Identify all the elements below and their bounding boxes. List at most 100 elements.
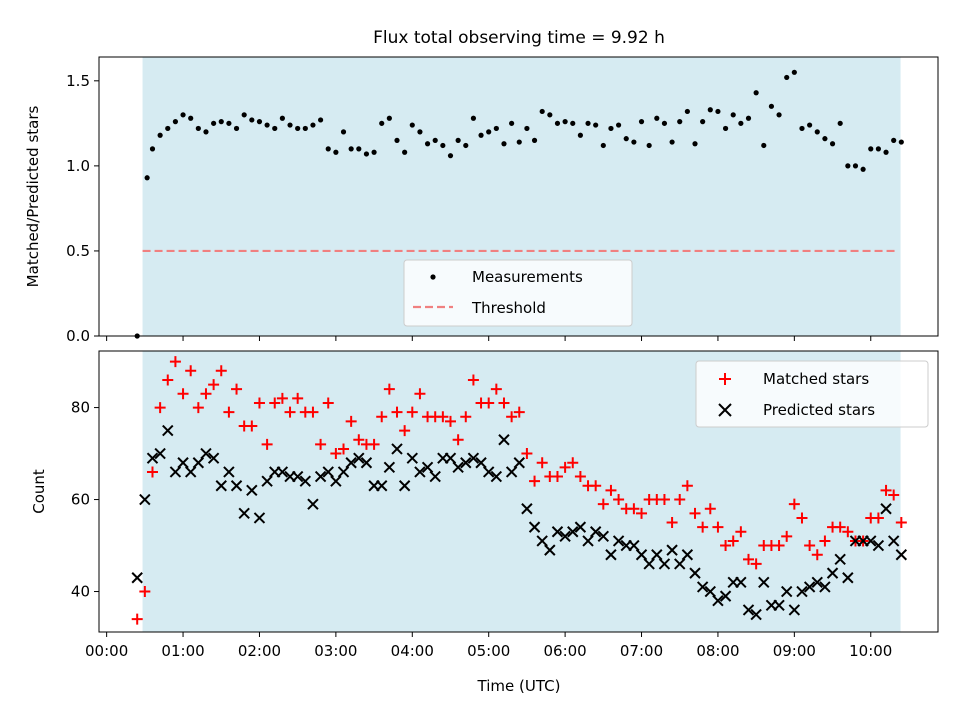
predicted-star-point [780, 585, 793, 598]
measurement-point [875, 146, 881, 152]
matched-star-point [368, 438, 380, 450]
matched-star-point [146, 466, 158, 478]
matched-star-point [551, 471, 563, 483]
measurement-point [180, 112, 186, 118]
matched-star-point [842, 526, 854, 538]
matched-star-point [406, 406, 418, 418]
measurement-point [424, 141, 431, 147]
x-axis-label: Time (UTC) [477, 677, 561, 695]
measurement-point [272, 125, 278, 132]
matched-star-point [750, 558, 762, 570]
matched-star-point [819, 535, 831, 547]
matched-star-point [467, 374, 479, 386]
measurement-point [646, 142, 652, 149]
measurement-point [524, 125, 530, 132]
predicted-star-point [788, 604, 801, 616]
x-tick-label: 07:00 [620, 642, 663, 660]
bottom-y-tick-label: 80 [71, 399, 90, 417]
predicted-star-point [819, 581, 831, 593]
legend-measurements-marker [430, 274, 436, 280]
matched-star-point [414, 388, 426, 400]
matched-star-point [720, 540, 732, 552]
predicted-star-point [658, 558, 671, 570]
predicted-star-point [696, 581, 709, 593]
predicted-star-point [742, 604, 755, 616]
matched-star-point [773, 540, 785, 552]
predicted-star-point [207, 452, 220, 464]
measurement-point [776, 112, 782, 118]
matched-star-point [636, 507, 648, 519]
top-y-axis-label: Matched/Predicted stars [24, 106, 42, 288]
measurement-point [745, 115, 752, 121]
predicted-star-point [865, 535, 877, 547]
measurement-point [669, 139, 675, 145]
predicted-star-point [803, 581, 816, 593]
measurement-point [264, 122, 270, 128]
predicted-star-point [589, 526, 602, 538]
matched-star-point [292, 392, 304, 404]
measurement-point [600, 142, 606, 149]
predicted-star-point [567, 526, 579, 538]
predicted-star-point [360, 457, 373, 469]
measurement-point [340, 129, 347, 135]
measurement-point [287, 122, 293, 128]
measurement-point [868, 146, 874, 152]
measurement-point [807, 122, 813, 128]
matched-stars-points [131, 356, 907, 625]
predicted-star-point [276, 466, 289, 478]
measurement-point [692, 141, 698, 147]
predicted-stars-points [131, 424, 908, 621]
measurement-point [638, 119, 645, 125]
predicted-star-point [544, 544, 556, 556]
predicted-star-point [452, 461, 464, 474]
measurement-point [623, 136, 629, 142]
x-tick-label: 08:00 [696, 642, 739, 660]
measurement-point [218, 119, 224, 125]
matched-star-point [330, 448, 342, 460]
measurement-point [310, 122, 316, 128]
measurement-point [211, 120, 217, 126]
matched-star-point [139, 586, 151, 598]
bottom-legend: Matched stars Predicted stars [695, 360, 929, 428]
measurement-point [144, 175, 150, 181]
measurement-point [333, 149, 339, 155]
measurement-point [531, 137, 538, 143]
measurement-point [593, 122, 599, 128]
matched-star-point [383, 383, 395, 395]
matched-star-point [567, 457, 579, 469]
measurement-point [447, 153, 454, 159]
predicted-star-point [551, 526, 564, 538]
predicted-star-point [758, 576, 770, 589]
measurement-point [852, 163, 859, 169]
matched-star-point [444, 415, 456, 427]
predicted-star-point [299, 475, 312, 487]
predicted-star-point [651, 549, 663, 561]
measurement-point [348, 146, 354, 152]
measurement-point [493, 125, 499, 132]
measurement-point [409, 122, 415, 128]
measurement-point [860, 166, 866, 172]
measurement-point [761, 142, 767, 149]
legend-threshold-label: Threshold [471, 299, 546, 317]
predicted-star-point [674, 558, 686, 570]
matched-star-point [658, 494, 670, 506]
measurement-point [279, 115, 285, 121]
measurement-point [684, 108, 690, 115]
predicted-star-point [895, 549, 908, 561]
predicted-star-point [139, 493, 151, 506]
measurement-point [379, 120, 385, 126]
matched-star-point [727, 535, 739, 547]
measurement-point [570, 120, 576, 126]
matched-star-point [322, 397, 334, 409]
matched-star-point [276, 392, 288, 404]
predicted-star-point [704, 585, 717, 598]
x-tick-label: 05:00 [467, 642, 510, 660]
legend-predicted-marker [718, 403, 732, 417]
top-y-ticks: 0.0 0.5 1.0 1.5 [66, 72, 99, 345]
predicted-star-point [322, 466, 334, 478]
matched-star-point [597, 498, 609, 510]
predicted-star-point [643, 558, 655, 570]
predicted-star-point [498, 434, 510, 446]
predicted-star-point [223, 466, 235, 478]
